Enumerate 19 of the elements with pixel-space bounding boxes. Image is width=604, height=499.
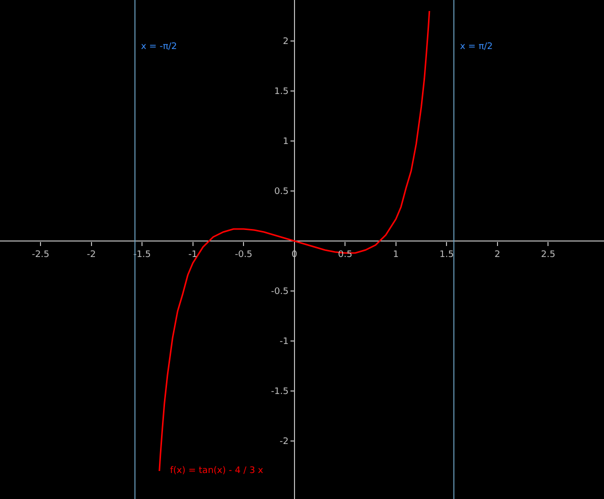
y-tick-label: -2 — [280, 437, 289, 448]
x-tick-label: 1 — [393, 250, 399, 260]
y-tick-label: 0.5 — [274, 187, 289, 198]
x-tick-label: 2 — [494, 250, 500, 260]
x-tick-label: 2.5 — [541, 250, 556, 260]
ref-line-label: x = π/2 — [460, 42, 493, 52]
y-tick-label: -0.5 — [271, 287, 289, 298]
annotation: f(x) = tan(x) - 4 / 3 x — [170, 466, 264, 476]
y-tick-label: 2 — [282, 37, 289, 48]
ref-line-label: x = -π/2 — [141, 42, 178, 52]
y-tick-label: -1 — [280, 337, 289, 348]
x-tick-label: -1 — [188, 250, 198, 260]
y-tick-label: -1.5 — [271, 387, 289, 398]
x-tick-label: 1.5 — [439, 250, 454, 260]
y-tick-label: 1 — [282, 137, 289, 148]
x-tick-label: -2 — [86, 250, 96, 260]
y-tick-label: 1.5 — [274, 87, 289, 98]
x-tick-label: -2.5 — [32, 250, 50, 260]
x-tick-label: -0.5 — [234, 250, 252, 260]
